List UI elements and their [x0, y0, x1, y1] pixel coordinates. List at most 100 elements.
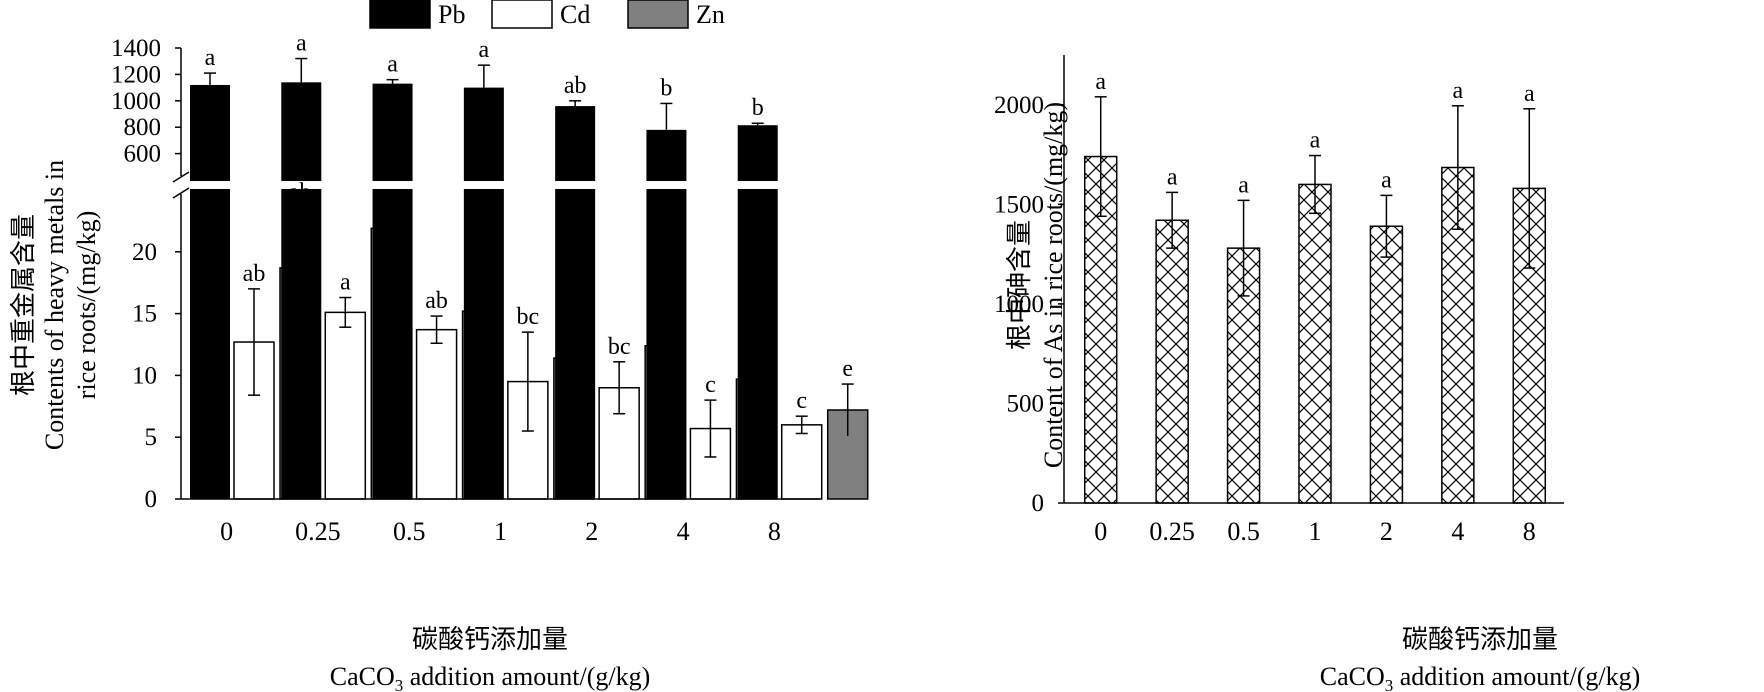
right-xlabel-cn: 碳酸钙添加量 [1402, 625, 1558, 655]
right-xlabel-en: CaCO3 addition amount/(g/kg) [1320, 662, 1640, 692]
sig-label-zn: e [842, 356, 853, 382]
sig-label-cd: c [705, 372, 716, 398]
y-tick-label-upper: 1000 [111, 88, 161, 115]
legend-swatch-zn [627, 0, 689, 29]
right-tick-labels: 0 500 1000 1500 2000 [994, 92, 1044, 517]
sig-label-zn: ab [289, 179, 312, 205]
category-label: 0.25 [1149, 517, 1195, 546]
right-ylabel-en: Content of As in rice roots/(mg/kg) [1039, 102, 1068, 468]
bar-cd [689, 427, 732, 500]
axis-break-gap [171, 181, 822, 189]
sig-label-cd: ab [425, 288, 448, 314]
category-label: 0 [220, 517, 233, 546]
left-axes [171, 47, 822, 500]
right-chart: 0 500 1000 1500 2000 0 0.25 0.5 1 2 4 8 a a a a a a a 根中… [994, 55, 1640, 692]
sig-label-cd: c [796, 388, 807, 414]
bar-pb [646, 129, 687, 499]
sig-label-pb: a [205, 45, 216, 71]
right-bars [1083, 96, 1547, 504]
bar-cd [324, 311, 367, 500]
y-tick-label-upper: 800 [124, 114, 162, 141]
left-xlabel-cn: 碳酸钙添加量 [412, 625, 568, 655]
y-tick-label-lower: 5 [145, 424, 158, 451]
y-tick-label-lower: 15 [132, 301, 157, 328]
sig-label-zn: cd [654, 282, 677, 308]
sig-label-zn: cde [557, 317, 590, 343]
sig-label-as: a [1381, 167, 1392, 193]
sig-label-as: a [1167, 164, 1178, 190]
bar-pb [372, 83, 413, 499]
bar-as [1369, 225, 1404, 504]
sig-label-pb: b [660, 75, 672, 101]
category-label: 0.25 [295, 517, 341, 546]
bar-as [1155, 219, 1189, 504]
sig-label-cd: a [340, 270, 351, 296]
axis-break-mark [172, 187, 190, 199]
legend-swatch-pb [369, 0, 431, 29]
y-tick-label: 500 [1007, 390, 1045, 417]
category-label: 8 [768, 517, 781, 546]
sig-label-pb: a [479, 37, 490, 63]
sig-label-pb: a [387, 52, 398, 78]
sig-label-zn: de [745, 325, 768, 351]
y-tick-label: 1500 [994, 191, 1044, 218]
y-tick-label-upper: 1200 [111, 61, 161, 88]
left-ylabel-cn: 根中重金属含量 [9, 214, 39, 396]
right-significance-labels: a a a a a a a [1095, 69, 1535, 199]
bar-pb [555, 106, 596, 499]
axis-break-mark [172, 171, 190, 183]
left-ylabel-en-1: Contents of heavy metals in [40, 160, 69, 450]
category-label: 1 [494, 517, 507, 546]
y-tick-label-lower: 0 [145, 486, 158, 513]
bar-pb [281, 82, 322, 499]
legend-label-cd: Cd [560, 0, 590, 29]
sig-label-pb: b [752, 95, 764, 121]
y-tick-label-upper: 600 [124, 141, 162, 168]
sig-label-as: a [1453, 78, 1464, 104]
y-tick-label: 0 [1032, 490, 1045, 517]
category-label: 4 [677, 517, 690, 546]
legend-label-zn: Zn [696, 0, 725, 29]
y-tick-label: 1000 [994, 291, 1044, 318]
category-label: 8 [1523, 517, 1536, 546]
category-label: 0 [1094, 517, 1107, 546]
sig-label-as: a [1095, 69, 1106, 95]
sig-label-zn: bc [471, 267, 494, 293]
category-label: 0.5 [393, 517, 426, 546]
category-label: 1 [1309, 517, 1322, 546]
sig-label-cd: bc [608, 334, 631, 360]
sig-label-cd: ab [243, 261, 266, 287]
y-tick-label: 2000 [994, 92, 1044, 119]
y-tick-label-lower: 20 [132, 239, 157, 266]
bar-cd [415, 328, 458, 500]
sig-label-pb: a [296, 31, 307, 57]
legend-label-pb: Pb [438, 0, 465, 29]
left-bars [190, 57, 869, 500]
left-xlabel-en: CaCO3 addition amount/(g/kg) [330, 662, 650, 692]
bar-pb [463, 87, 504, 499]
sig-label-zn: a [386, 193, 397, 219]
sig-label-as: a [1310, 128, 1321, 154]
category-label: 0.5 [1227, 517, 1260, 546]
bar-as [1298, 183, 1332, 504]
legend-swatch-cd [491, 0, 553, 29]
left-ylabel-en-2: rice roots/(mg/kg) [72, 211, 101, 399]
bar-pb [190, 84, 230, 500]
sig-label-as: a [1238, 172, 1249, 198]
right-ylabel-cn: 根中砷含量 [1005, 220, 1035, 350]
bar-cd [780, 424, 823, 500]
category-label: 2 [1380, 517, 1393, 546]
category-label: 4 [1451, 517, 1464, 546]
sig-label-as: a [1524, 81, 1535, 107]
y-tick-label-lower: 10 [132, 362, 157, 389]
y-tick-label-upper: 1400 [111, 35, 161, 62]
right-axes [1058, 55, 1564, 504]
left-category-labels: 0 0.25 0.5 1 2 4 8 [220, 517, 781, 546]
sig-label-pb: ab [564, 73, 587, 99]
category-label: 2 [585, 517, 598, 546]
sig-label-cd: bc [517, 304, 540, 330]
